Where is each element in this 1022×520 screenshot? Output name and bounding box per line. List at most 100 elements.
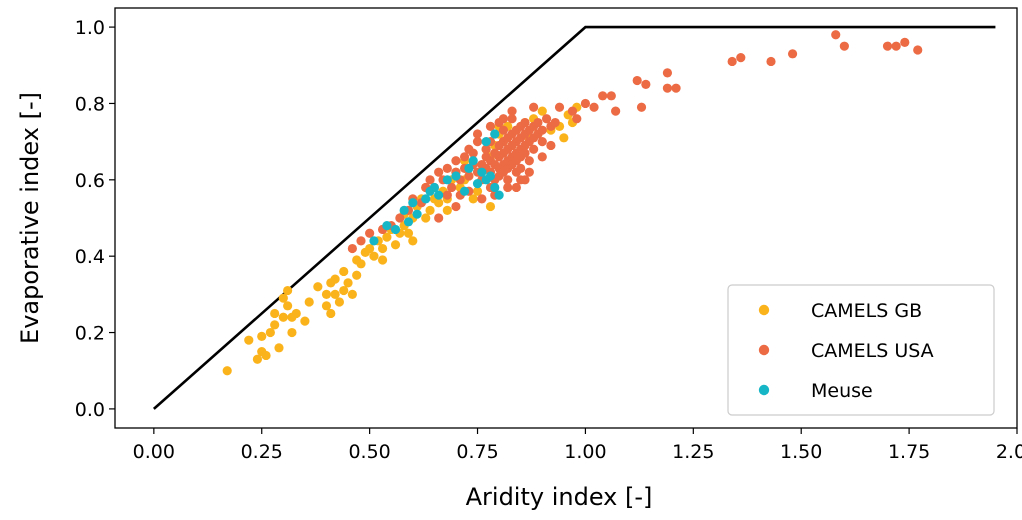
y-tick-label: 0.2	[75, 323, 105, 345]
camels-gb-point	[377, 243, 388, 254]
camels-gb-point	[537, 106, 547, 116]
camels-gb-point	[352, 270, 362, 280]
meuse-point	[459, 186, 470, 196]
camels-usa-point	[641, 79, 651, 89]
camels-usa-point	[434, 213, 444, 223]
camels-usa-point	[365, 228, 375, 238]
camels-usa-point	[451, 156, 461, 166]
axes: 0.00 0.25 0.50 0.75 1.00 1.25 1.50 1.75 2.00 0.0 0…	[75, 17, 1022, 463]
camels-usa-point	[598, 91, 608, 101]
camels-usa-point	[520, 117, 530, 128]
camels-usa-point	[882, 41, 893, 51]
y-tick-label: 0.0	[75, 399, 105, 421]
legend-marker-camels-usa	[758, 344, 770, 356]
y-axis-label: Evaporative index [-]	[16, 92, 44, 344]
legend-box	[727, 284, 995, 416]
meuse-point	[485, 171, 496, 181]
x-tick-label: 2.00	[996, 441, 1022, 463]
camels-usa-point	[787, 49, 798, 59]
camels-usa-point	[537, 125, 547, 135]
camels-gb-point	[403, 228, 414, 238]
camels-gb-point	[257, 331, 267, 341]
camels-usa-point	[472, 129, 483, 139]
x-tick-label: 1.25	[672, 441, 714, 463]
meuse-point	[412, 209, 422, 219]
legend-marker-meuse	[758, 384, 770, 396]
meuse-point	[490, 182, 500, 193]
camels-gb-point	[485, 201, 496, 212]
x-axis-label: Aridity index [-]	[466, 483, 653, 511]
camels-gb-point	[274, 343, 284, 353]
camels-usa-point	[498, 125, 509, 135]
meuse-point	[399, 205, 409, 215]
camels-usa-point	[516, 163, 526, 173]
camels-usa-point	[507, 106, 517, 116]
camels-usa-point	[839, 41, 849, 51]
camels-usa-point	[511, 182, 521, 193]
camels-gb-point	[347, 289, 357, 299]
camels-gb-point	[270, 308, 280, 319]
camels-usa-point	[606, 91, 616, 101]
camels-gb-point	[408, 236, 418, 246]
camels-usa-point	[533, 117, 543, 128]
camels-usa-point	[900, 37, 910, 47]
camels-usa-point	[546, 140, 556, 151]
camels-usa-point	[459, 152, 470, 162]
camels-usa-point	[554, 102, 565, 112]
meuse-point	[481, 137, 491, 147]
camels-usa-point	[541, 114, 552, 124]
camels-gb-point	[330, 289, 340, 299]
legend-label-meuse: Meuse	[811, 380, 873, 402]
camels-gb-point	[287, 327, 297, 338]
meuse-point	[494, 190, 504, 200]
camels-usa-point	[567, 106, 578, 116]
camels-gb-point	[261, 350, 271, 361]
camels-gb-point	[283, 301, 293, 311]
camels-gb-point	[442, 205, 452, 215]
camels-gb-point	[377, 255, 388, 265]
meuse-point	[390, 224, 401, 235]
camels-gb-point	[421, 213, 431, 223]
camels-gb-point	[291, 308, 301, 319]
camels-usa-point	[485, 121, 496, 131]
camels-gb-point	[278, 293, 288, 303]
limit-line-layer	[152, 25, 996, 410]
camels-usa-point	[550, 117, 560, 128]
camels-gb-point	[278, 312, 288, 322]
camels-gb-point	[369, 251, 379, 261]
meuse-point	[464, 163, 474, 173]
camels-usa-point	[472, 137, 483, 147]
camels-gb-point	[244, 335, 254, 345]
meuse-point	[490, 129, 500, 139]
camels-usa-point	[589, 102, 599, 112]
energy-limit-line	[152, 25, 996, 410]
camels-usa-point	[503, 175, 513, 185]
camels-gb-point	[343, 278, 353, 288]
camels-usa-point	[520, 148, 530, 158]
camels-gb-point	[326, 308, 336, 319]
camels-usa-point	[468, 148, 478, 158]
camels-usa-point	[831, 30, 841, 40]
camels-gb-point	[434, 198, 444, 208]
y-tick-label: 1.0	[75, 17, 105, 39]
camels-usa-point	[891, 41, 901, 51]
camels-usa-point	[529, 102, 539, 112]
x-tick-label: 0.00	[133, 441, 175, 463]
camels-gb-point	[382, 232, 392, 242]
legend: CAMELS GB CAMELS USA Meuse	[727, 284, 995, 416]
meuse-point	[369, 236, 379, 246]
camels-usa-point	[356, 236, 366, 246]
camels-usa-point	[537, 137, 547, 147]
camels-usa-point	[347, 243, 357, 254]
y-tick-label: 0.8	[75, 93, 105, 115]
camels-usa-point	[632, 75, 642, 86]
camels-usa-point	[442, 190, 452, 200]
legend-label-camels-usa: CAMELS USA	[811, 340, 934, 362]
camels-gb-point	[390, 240, 401, 250]
x-tick-label: 1.00	[564, 441, 606, 463]
camels-usa-point	[520, 175, 530, 185]
camels-usa-point	[464, 171, 474, 181]
y-tick-label: 0.6	[75, 170, 105, 192]
camels-gb-point	[321, 289, 332, 299]
camels-usa-point	[425, 175, 435, 185]
